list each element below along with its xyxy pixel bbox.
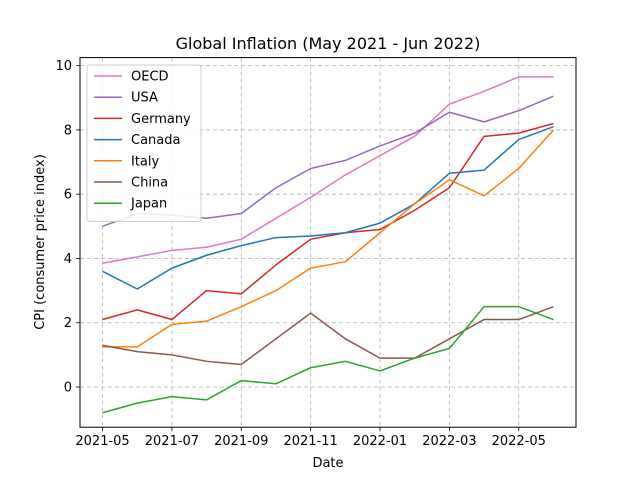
grid — [80, 57, 576, 428]
y-axis-label: CPI (consumer price index) — [33, 154, 48, 330]
y-tick-label: 0 — [64, 381, 72, 396]
x-tick-label: 2021-05 — [75, 434, 129, 449]
series-line-oecd — [102, 76, 554, 265]
axis-ticks: 2021-05 2021-07 2021-09 2021-11 2022-01 2022-… — [55, 59, 545, 449]
y-tick-label: 4 — [64, 252, 72, 267]
legend-label: Canada — [131, 133, 180, 148]
x-tick-label: 2022-01 — [353, 434, 407, 449]
x-tick-label: 2022-03 — [422, 434, 476, 449]
series-line-italy — [102, 129, 555, 348]
x-axis-label: Date — [312, 456, 343, 471]
series-line-germany — [102, 122, 554, 321]
plot-area-frame — [79, 57, 577, 428]
series-line-china — [102, 305, 554, 366]
legend-label: Germany — [131, 112, 191, 127]
x-tick-label: 2021-11 — [283, 434, 337, 449]
x-tick-label: 2021-09 — [214, 434, 268, 449]
series-line-japan — [102, 305, 554, 414]
x-tick-label: 2022-05 — [492, 434, 546, 449]
x-tick-label: 2021-07 — [145, 434, 199, 449]
legend: OECD USA Germany Canada Italy China Japan — [86, 64, 202, 222]
legend-label: USA — [131, 91, 158, 106]
series-line-canada — [102, 125, 554, 290]
legend-label: China — [131, 176, 168, 191]
chart-title: Global Inflation (May 2021 - Jun 2022) — [176, 34, 481, 53]
legend-label: Japan — [130, 197, 167, 212]
y-tick-label: 10 — [55, 59, 72, 74]
legend-label: OECD — [131, 70, 169, 85]
y-tick-label: 8 — [64, 123, 72, 138]
legend-label: Italy — [131, 154, 160, 169]
y-tick-label: 2 — [64, 316, 72, 331]
y-tick-label: 6 — [64, 188, 72, 203]
